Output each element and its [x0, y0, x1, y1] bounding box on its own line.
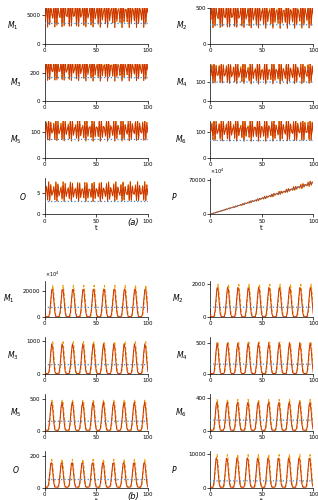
Y-axis label: $M_5$: $M_5$: [10, 133, 22, 145]
Text: (a): (a): [128, 218, 139, 228]
X-axis label: t: t: [95, 498, 98, 500]
Y-axis label: $M_5$: $M_5$: [10, 406, 22, 418]
Text: $\times10^4$: $\times10^4$: [210, 167, 224, 176]
Text: (b): (b): [128, 492, 140, 500]
Y-axis label: $M_3$: $M_3$: [7, 350, 18, 362]
Y-axis label: $M_2$: $M_2$: [176, 20, 187, 32]
Y-axis label: $M_6$: $M_6$: [176, 406, 187, 418]
Y-axis label: $P$: $P$: [171, 190, 178, 202]
Y-axis label: $M_1$: $M_1$: [7, 20, 18, 32]
X-axis label: t: t: [260, 225, 263, 231]
Y-axis label: $M_3$: $M_3$: [10, 76, 22, 89]
Text: $\times10^4$: $\times10^4$: [45, 270, 59, 279]
Y-axis label: $M_6$: $M_6$: [176, 133, 187, 145]
Y-axis label: $P$: $P$: [171, 464, 178, 474]
Y-axis label: $O$: $O$: [19, 190, 27, 202]
Y-axis label: $O$: $O$: [12, 464, 20, 474]
X-axis label: t: t: [260, 498, 263, 500]
Y-axis label: $M_4$: $M_4$: [176, 76, 187, 89]
Y-axis label: $M_2$: $M_2$: [172, 292, 183, 305]
Y-axis label: $M_4$: $M_4$: [176, 350, 187, 362]
Y-axis label: $M_1$: $M_1$: [3, 292, 15, 305]
X-axis label: t: t: [95, 225, 98, 231]
